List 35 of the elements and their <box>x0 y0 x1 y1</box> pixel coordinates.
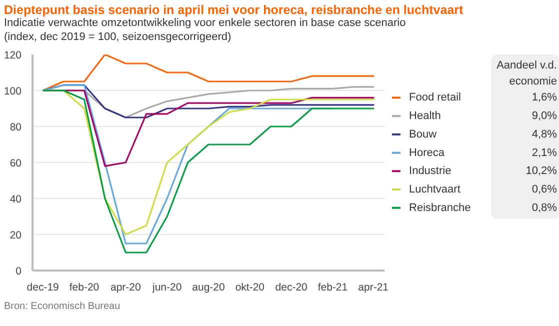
text: 0,6% <box>532 184 558 196</box>
x-tick-label: apr-20 <box>110 282 142 294</box>
legend-label: Reisbranche <box>409 202 471 214</box>
x-tick-label: dec-19 <box>26 282 60 294</box>
legend-label: Health <box>409 110 441 122</box>
x-tick-label: dec-20 <box>275 282 308 294</box>
legend-label: Industrie <box>409 165 452 178</box>
y-tick-label: 0 <box>16 266 22 278</box>
legend-label: Horeca <box>409 146 446 159</box>
legend-title: Aandeel v.d. economie <box>496 59 557 88</box>
x-tick-label: feb-20 <box>69 282 100 294</box>
x-tick-label: apr-21 <box>358 282 389 294</box>
text: 4,8% <box>532 128 558 140</box>
chart-subtitle: Indicatie verwachte omzetontwikkeling voor enkele sectoren in base case scenario (index, dec 2019 = 100, seizoensgecorrigeerd) <box>4 17 406 44</box>
text: 2,1% <box>532 146 558 159</box>
y-tick-label: 60 <box>10 158 22 170</box>
y-tick-label: 40 <box>10 194 22 206</box>
x-tick-label: okt-20 <box>235 282 265 294</box>
y-tick-label: 20 <box>10 230 22 242</box>
x-tick-label: jun-20 <box>151 282 182 294</box>
x-tick-label: aug-20 <box>192 282 226 294</box>
x-tick-label: feb-21 <box>318 282 348 294</box>
text: 0,8% <box>532 202 558 214</box>
y-tick-label: 100 <box>4 86 22 98</box>
y-tick-label: 120 <box>4 50 22 62</box>
line-series <box>42 54 375 92</box>
legend-label: Luchtvaart <box>409 184 460 196</box>
y-tick-label: 80 <box>10 122 22 134</box>
legend-label: Bouw <box>409 128 437 140</box>
text: 10,2% <box>526 165 558 178</box>
text: Bron: Economisch Bureau <box>4 300 120 314</box>
text: 9,0% <box>532 110 558 122</box>
text: 1,6% <box>532 92 558 104</box>
chart-title: Dieptepunt basis scenario in april mei voor horeca, reisbranche en luchtvaart <box>4 2 464 18</box>
legend-label: Food retail <box>409 92 462 104</box>
